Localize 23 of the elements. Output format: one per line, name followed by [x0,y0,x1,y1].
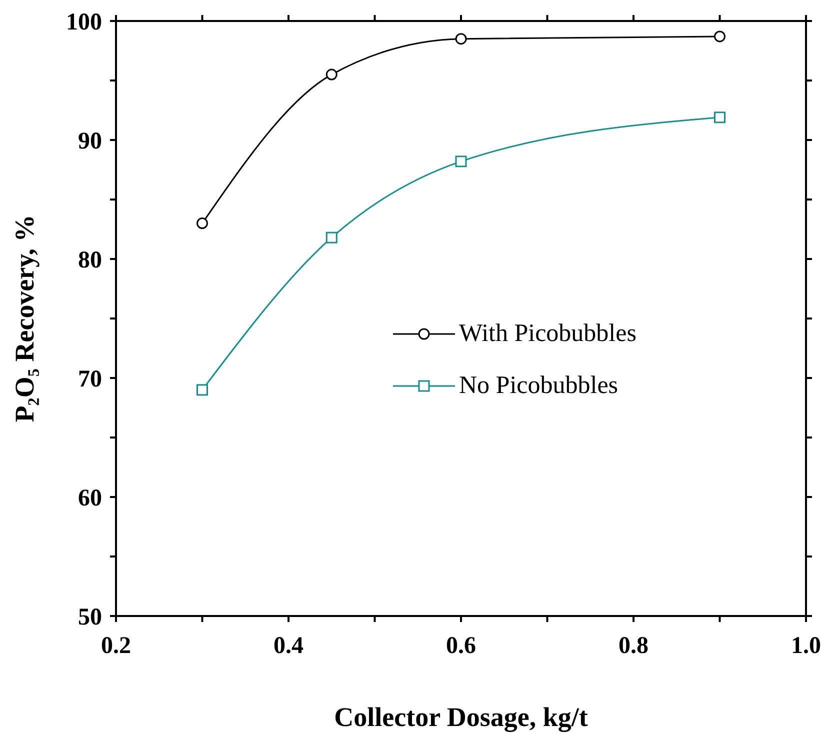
x-tick-label: 0.8 [618,633,648,660]
point [196,218,208,230]
point [455,33,467,45]
x-tick-label: 0.6 [446,633,476,660]
y-axis-title: P₂O₅ Recovery, % [10,214,40,422]
point [196,384,208,396]
point [714,112,726,124]
y-tick-label: 100 [66,10,102,36]
point [326,232,338,244]
legend-label: With Picobubbles [459,320,636,348]
y-tick-label: 70 [78,366,102,393]
x-tick-label: 1.0 [791,633,821,660]
y-tick-label: 80 [78,248,102,274]
x-tick-label: 0.2 [101,633,131,660]
y-tick-label: 90 [78,128,102,155]
point [714,30,726,42]
point [455,156,467,168]
legend-label: No Picobubbles [459,372,618,400]
y-tick-label: 50 [78,604,102,631]
x-axis-title: Collector Dosage, kg/t [334,702,588,732]
point [326,68,338,80]
x-tick-label: 0.4 [274,633,304,660]
y-tick-label: 60 [78,486,102,512]
